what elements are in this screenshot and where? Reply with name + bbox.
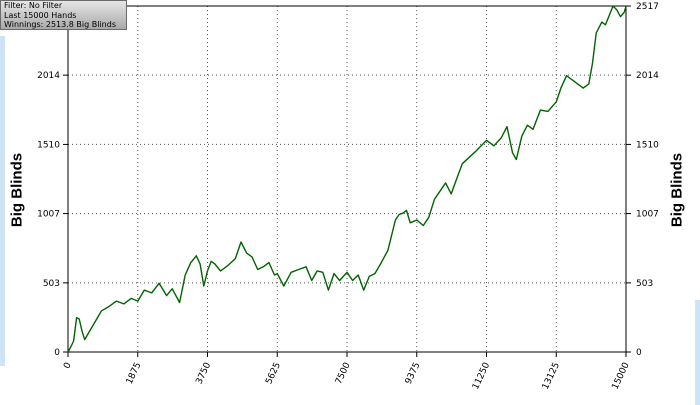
y-tick-label-left: 2014 bbox=[37, 71, 60, 81]
x-tick-label: 15000 bbox=[611, 361, 632, 391]
x-tick-label: 9375 bbox=[404, 361, 423, 386]
y-tick-label-right: 0 bbox=[636, 348, 642, 358]
x-tick-label: 13125 bbox=[541, 361, 562, 391]
winnings-line bbox=[67, 5, 627, 353]
y-tick-label-left: 1007 bbox=[37, 210, 60, 220]
filter-info-box: Filter: No Filter Last 15000 Hands Winni… bbox=[0, 0, 127, 30]
y-tick-label-right: 2517 bbox=[636, 2, 659, 12]
grid-lines bbox=[68, 6, 626, 352]
x-tick-label: 0 bbox=[62, 361, 74, 371]
right-window-strip bbox=[695, 300, 700, 405]
winnings-text: Winnings: 2513.8 Big Blinds bbox=[4, 20, 116, 29]
filter-text: Filter: No Filter bbox=[4, 1, 63, 10]
y-axis-label-left: Big Blinds bbox=[8, 152, 26, 228]
y-axis-label-right: Big Blinds bbox=[668, 152, 686, 228]
y-tick-label-right: 503 bbox=[636, 279, 653, 289]
x-tick-label: 1875 bbox=[125, 361, 144, 386]
tick-labels: 0050350310071007151015102014201425172517… bbox=[37, 2, 659, 391]
x-tick-label: 5625 bbox=[264, 361, 283, 386]
y-tick-label-left: 1510 bbox=[37, 140, 60, 150]
y-tick-label-left: 0 bbox=[54, 348, 60, 358]
winnings-series bbox=[67, 5, 627, 353]
y-tick-label-right: 1007 bbox=[636, 210, 659, 220]
x-tick-label: 7500 bbox=[334, 361, 353, 386]
hands-count-text: Last 15000 Hands bbox=[4, 10, 77, 20]
y-tick-label-right: 1510 bbox=[636, 140, 659, 150]
y-tick-label-left: 503 bbox=[43, 279, 60, 289]
y-tick-label-right: 2014 bbox=[636, 71, 659, 81]
x-tick-label: 3750 bbox=[194, 361, 213, 386]
left-window-strip bbox=[0, 36, 5, 366]
x-tick-label: 11250 bbox=[471, 361, 492, 391]
